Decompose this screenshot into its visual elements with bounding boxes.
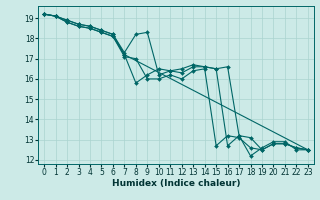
X-axis label: Humidex (Indice chaleur): Humidex (Indice chaleur) — [112, 179, 240, 188]
